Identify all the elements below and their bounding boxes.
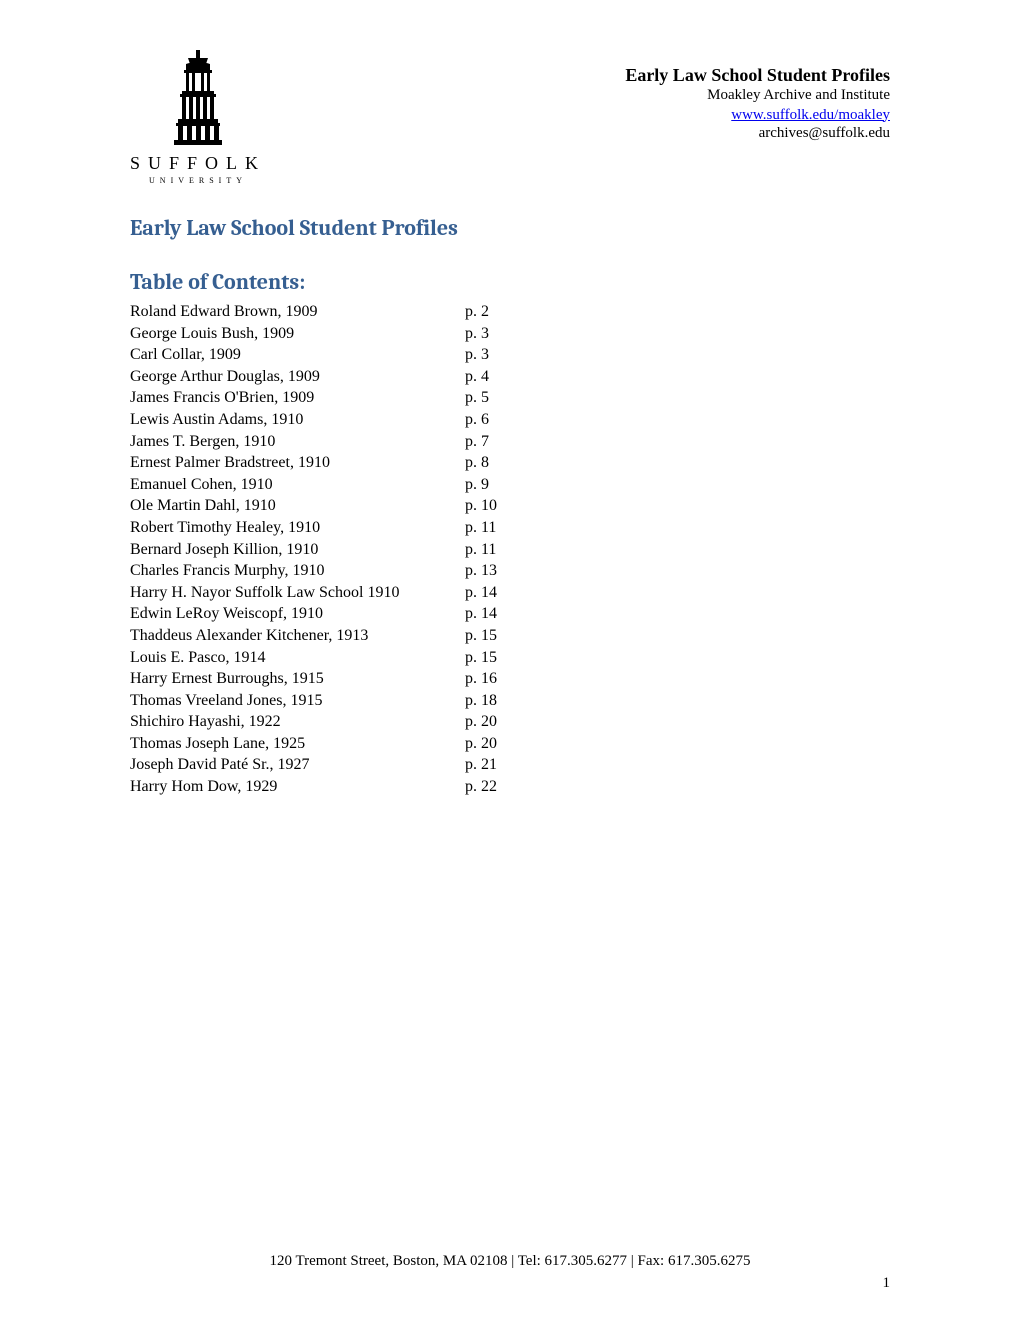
toc-row: Harry H. Nayor Suffolk Law School 1910p.…	[130, 582, 525, 604]
toc-entry-page: p. 15	[465, 647, 525, 669]
toc-entry-name: Harry Ernest Burroughs, 1915	[130, 668, 465, 690]
toc-entry-name: Roland Edward Brown, 1909	[130, 301, 465, 323]
toc-entry-name: Ernest Palmer Bradstreet, 1910	[130, 452, 465, 474]
toc-entry-name: Bernard Joseph Killion, 1910	[130, 539, 465, 561]
toc-row: Thomas Vreeland Jones, 1915p. 18	[130, 690, 525, 712]
toc-entry-page: p. 20	[465, 733, 525, 755]
cupola-icon	[168, 50, 228, 145]
toc-entry-page: p. 10	[465, 495, 525, 517]
toc-row: Shichiro Hayashi, 1922p. 20	[130, 711, 525, 733]
toc-entry-name: Shichiro Hayashi, 1922	[130, 711, 465, 733]
university-name: SUFFOLK	[130, 153, 266, 174]
toc-entry-page: p. 2	[465, 301, 525, 323]
toc-row: Ole Martin Dahl, 1910p. 10	[130, 495, 525, 517]
toc-entry-name: George Louis Bush, 1909	[130, 323, 465, 345]
main-heading: Early Law School Student Profiles	[130, 215, 890, 241]
toc-row: Emanuel Cohen, 1910p. 9	[130, 474, 525, 496]
header-website-link[interactable]: www.suffolk.edu/moakley	[731, 107, 890, 123]
toc-entry-page: p. 5	[465, 387, 525, 409]
toc-row: James T. Bergen, 1910p. 7	[130, 431, 525, 453]
toc-entry-name: Charles Francis Murphy, 1910	[130, 560, 465, 582]
toc-entry-page: p. 13	[465, 560, 525, 582]
toc-entry-page: p. 18	[465, 690, 525, 712]
toc-entry-name: Robert Timothy Healey, 1910	[130, 517, 465, 539]
university-subtext: UNIVERSITY	[149, 176, 247, 185]
toc-entry-name: Thomas Vreeland Jones, 1915	[130, 690, 465, 712]
toc-row: Roland Edward Brown, 1909p. 2	[130, 301, 525, 323]
toc-row: Charles Francis Murphy, 1910p. 13	[130, 560, 525, 582]
header-right: Early Law School Student Profiles Moakle…	[625, 50, 890, 143]
page-number: 1	[883, 1275, 891, 1292]
toc-entry-name: Edwin LeRoy Weiscopf, 1910	[130, 603, 465, 625]
toc-row: James Francis O'Brien, 1909p. 5	[130, 387, 525, 409]
toc-row: Harry Ernest Burroughs, 1915p. 16	[130, 668, 525, 690]
toc-entry-name: Emanuel Cohen, 1910	[130, 474, 465, 496]
toc-row: Robert Timothy Healey, 1910p. 11	[130, 517, 525, 539]
toc-entry-page: p. 3	[465, 323, 525, 345]
toc-row: Edwin LeRoy Weiscopf, 1910p. 14	[130, 603, 525, 625]
toc-entry-name: James T. Bergen, 1910	[130, 431, 465, 453]
toc-entry-page: p. 22	[465, 776, 525, 798]
toc-row: Lewis Austin Adams, 1910p. 6	[130, 409, 525, 431]
toc-entry-page: p. 16	[465, 668, 525, 690]
toc-entry-name: Carl Collar, 1909	[130, 344, 465, 366]
toc-row: Ernest Palmer Bradstreet, 1910p. 8	[130, 452, 525, 474]
toc-entry-page: p. 21	[465, 754, 525, 776]
header-email: archives@suffolk.edu	[625, 124, 890, 144]
logo-block: SUFFOLK UNIVERSITY	[130, 50, 266, 185]
toc-row: Joseph David Paté Sr., 1927p. 21	[130, 754, 525, 776]
footer-address: 120 Tremont Street, Boston, MA 02108 | T…	[0, 1253, 1020, 1270]
toc-heading: Table of Contents:	[130, 269, 890, 295]
header-title: Early Law School Student Profiles	[625, 65, 890, 86]
toc-row: Carl Collar, 1909p. 3	[130, 344, 525, 366]
toc-entry-name: Lewis Austin Adams, 1910	[130, 409, 465, 431]
toc-entry-name: Thomas Joseph Lane, 1925	[130, 733, 465, 755]
toc-table: Roland Edward Brown, 1909p. 2George Loui…	[130, 301, 525, 798]
toc-row: George Arthur Douglas, 1909p. 4	[130, 366, 525, 388]
toc-entry-name: Joseph David Paté Sr., 1927	[130, 754, 465, 776]
toc-entry-page: p. 20	[465, 711, 525, 733]
toc-entry-page: p. 6	[465, 409, 525, 431]
toc-entry-page: p. 3	[465, 344, 525, 366]
toc-entry-page: p. 9	[465, 474, 525, 496]
toc-row: Louis E. Pasco, 1914p. 15	[130, 647, 525, 669]
toc-entry-name: James Francis O'Brien, 1909	[130, 387, 465, 409]
toc-entry-page: p. 15	[465, 625, 525, 647]
toc-entry-name: Harry Hom Dow, 1929	[130, 776, 465, 798]
toc-entry-page: p. 14	[465, 603, 525, 625]
toc-row: Bernard Joseph Killion, 1910p. 11	[130, 539, 525, 561]
toc-row: Harry Hom Dow, 1929p. 22	[130, 776, 525, 798]
toc-entry-page: p. 7	[465, 431, 525, 453]
toc-entry-page: p. 4	[465, 366, 525, 388]
header-section: SUFFOLK UNIVERSITY Early Law School Stud…	[130, 50, 890, 185]
toc-entry-name: Ole Martin Dahl, 1910	[130, 495, 465, 517]
toc-entry-name: Thaddeus Alexander Kitchener, 1913	[130, 625, 465, 647]
toc-entry-name: Louis E. Pasco, 1914	[130, 647, 465, 669]
toc-row: Thaddeus Alexander Kitchener, 1913p. 15	[130, 625, 525, 647]
toc-entry-name: Harry H. Nayor Suffolk Law School 1910	[130, 582, 465, 604]
toc-entry-page: p. 11	[465, 517, 525, 539]
toc-entry-page: p. 11	[465, 539, 525, 561]
header-institute: Moakley Archive and Institute	[625, 86, 890, 106]
toc-row: Thomas Joseph Lane, 1925p. 20	[130, 733, 525, 755]
toc-entry-page: p. 14	[465, 582, 525, 604]
toc-entry-name: George Arthur Douglas, 1909	[130, 366, 465, 388]
toc-entry-page: p. 8	[465, 452, 525, 474]
toc-row: George Louis Bush, 1909p. 3	[130, 323, 525, 345]
